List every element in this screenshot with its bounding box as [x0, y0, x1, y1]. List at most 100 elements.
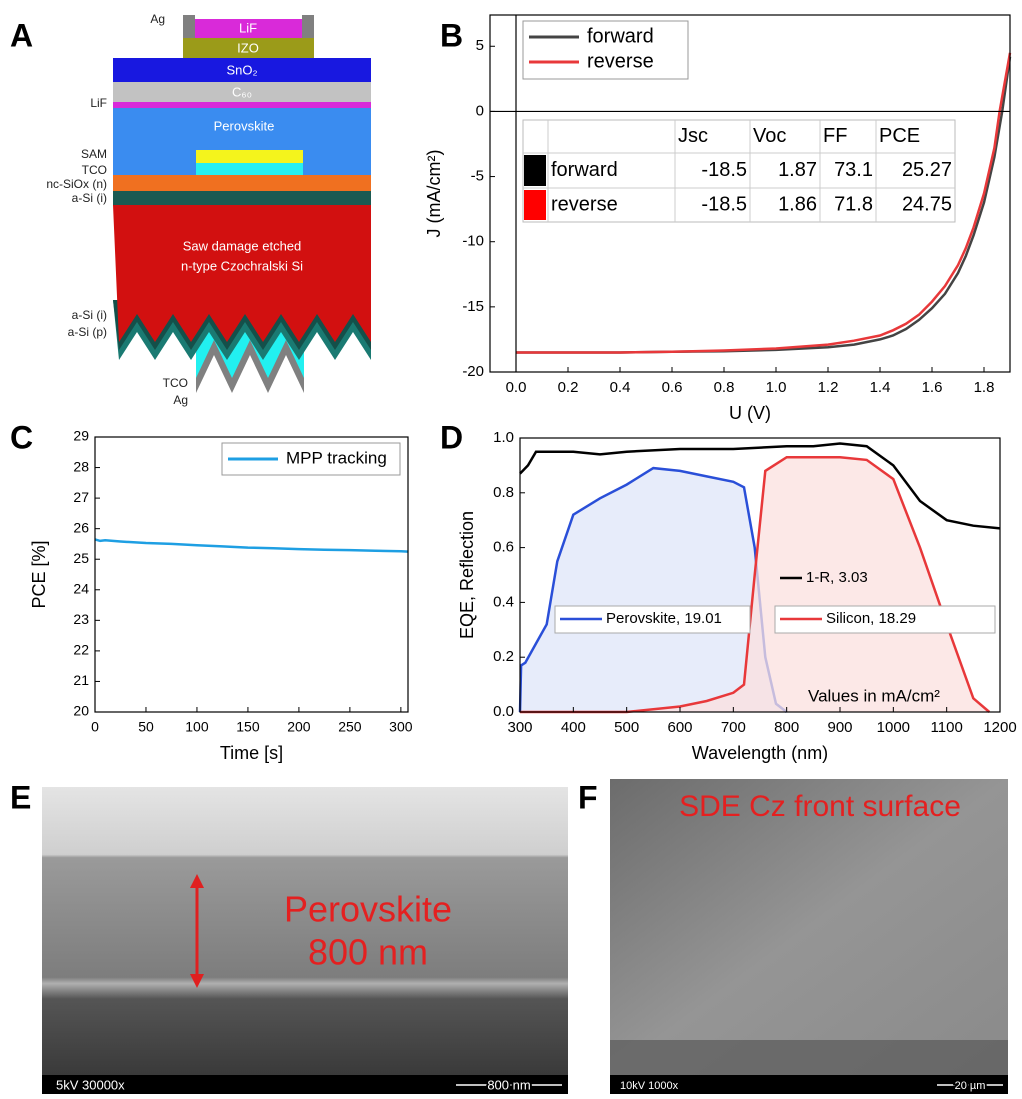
x-tick-label: 1100	[931, 719, 963, 736]
layer-label: a-Si (i)	[72, 191, 107, 205]
legend-label: reverse	[587, 50, 654, 72]
arrow-head	[190, 974, 204, 988]
layer	[113, 82, 371, 102]
arrow-head	[190, 874, 204, 888]
x-tick-label: 300	[389, 719, 413, 735]
table-cell: 1.86	[778, 193, 817, 215]
layer-label: IZO	[237, 40, 259, 55]
y-axis-title: PCE [%]	[29, 540, 49, 608]
x-tick-label: 50	[138, 719, 154, 735]
image-label: SDE Cz front surface	[679, 790, 961, 823]
y-tick-label: 5	[476, 37, 484, 54]
x-tick-label: 800	[774, 719, 799, 736]
table-header: PCE	[879, 125, 920, 147]
layer-label: n-type Czochralski Si	[181, 258, 303, 273]
layer-stack	[113, 15, 371, 393]
image-label: 800 nm	[308, 932, 428, 973]
chart: 0.0 0.2 0.4 0.6 0.8 1.0 300 400 500 600 700 800 900 1…	[457, 429, 1017, 763]
table-cell: -18.5	[701, 159, 747, 181]
info-bar	[610, 1075, 1008, 1094]
layer	[113, 175, 371, 191]
layer-label: nc-SiOx (n)	[46, 177, 107, 191]
layer-label: a-Si (p)	[68, 325, 107, 339]
table-cell: -18.5	[701, 193, 747, 215]
y-axis-title: EQE, Reflection	[457, 511, 477, 639]
y-tick-label: -20	[462, 363, 484, 380]
y-tick-label: 20	[73, 703, 89, 719]
panel-letter: B	[440, 17, 463, 53]
scale-label: 20 µm	[955, 1080, 986, 1092]
scale-label: 800 nm	[487, 1077, 530, 1092]
y-tick-label: 0.2	[493, 648, 514, 665]
x-axis-title: Wavelength (nm)	[692, 743, 828, 763]
x-tick-label: 500	[614, 719, 639, 736]
annotation: Values in mA/cm²	[808, 686, 940, 705]
y-tick-label: 29	[73, 428, 89, 444]
legend-label: Silicon, 18.29	[826, 610, 916, 627]
panel-letter: C	[10, 419, 33, 455]
y-tick-label: 24	[73, 580, 89, 596]
layer-label: C₆₀	[232, 84, 252, 99]
x-tick-label: 0.2	[558, 379, 579, 396]
layer	[302, 15, 314, 38]
layer-label: TCO	[82, 163, 107, 177]
y-tick-label: 0.4	[493, 593, 514, 610]
chart: 20 21 22 23 24 25 26 27 28 29 0 50 100 150 200 250 300 Ti…	[29, 428, 413, 763]
line	[94, 538, 409, 553]
chart: -20 -15 -10 -5 0 5 0.0 0.2 0.4 0.6 0.8 1.0 1.2 1.4 1.6…	[424, 14, 1012, 423]
x-tick-label: 0.8	[714, 379, 735, 396]
layer	[113, 191, 371, 206]
table-cell: 71.8	[834, 193, 873, 215]
line	[519, 442, 1001, 530]
layer	[183, 38, 314, 58]
y-tick-label: 25	[73, 550, 89, 566]
table-cell: 73.1	[834, 159, 873, 181]
y-tick-label: 26	[73, 519, 89, 535]
layer	[113, 205, 371, 342]
y-tick-label: 23	[73, 611, 89, 627]
table-cell: forward	[551, 159, 618, 181]
x-tick-label: 1.6	[922, 379, 943, 396]
y-tick-label: 0.8	[493, 484, 514, 501]
legend-label: 1-R, 3.03	[806, 569, 868, 586]
x-tick-label: 600	[667, 719, 692, 736]
y-tick-label: 0.0	[493, 703, 514, 720]
panel-letter: F	[578, 779, 598, 815]
x-tick-label: 0	[91, 719, 99, 735]
plot-frame	[94, 436, 409, 713]
sem-image	[610, 779, 1008, 1075]
panel-letter: E	[10, 779, 31, 815]
legend-box	[522, 20, 689, 80]
table-header: Jsc	[678, 125, 708, 147]
x-tick-label: 0.6	[662, 379, 683, 396]
y-tick-label: 22	[73, 642, 89, 658]
table-header: Voc	[753, 125, 786, 147]
x-tick-label: 1.8	[974, 379, 995, 396]
x-tick-label: 1.0	[766, 379, 787, 396]
line	[516, 52, 1012, 354]
x-tick-label: 400	[561, 719, 586, 736]
x-tick-label: 200	[287, 719, 311, 735]
table-header: FF	[823, 125, 847, 147]
table	[522, 119, 956, 223]
y-tick-label: -10	[462, 233, 484, 250]
row-swatch	[524, 155, 546, 186]
y-tick-label: -5	[471, 168, 484, 185]
info-bar	[42, 1075, 568, 1094]
x-axis-title: U (V)	[729, 403, 771, 423]
y-tick-label: 1.0	[493, 429, 514, 446]
x-axis-title: Time [s]	[220, 743, 283, 763]
y-tick-label: 0.6	[493, 539, 514, 556]
x-tick-label: 1.4	[870, 379, 891, 396]
y-tick-label: 28	[73, 458, 89, 474]
layer-label: a-Si (i)	[72, 308, 107, 322]
layer	[183, 15, 195, 38]
image-info: 10kV 1000x	[620, 1080, 679, 1092]
x-tick-label: 150	[236, 719, 260, 735]
x-tick-label: 700	[721, 719, 746, 736]
image-label: Perovskite	[284, 889, 452, 930]
y-axis-title: J (mA/cm²)	[424, 150, 444, 238]
layer	[113, 58, 371, 82]
layer-label: Ag	[173, 393, 188, 407]
